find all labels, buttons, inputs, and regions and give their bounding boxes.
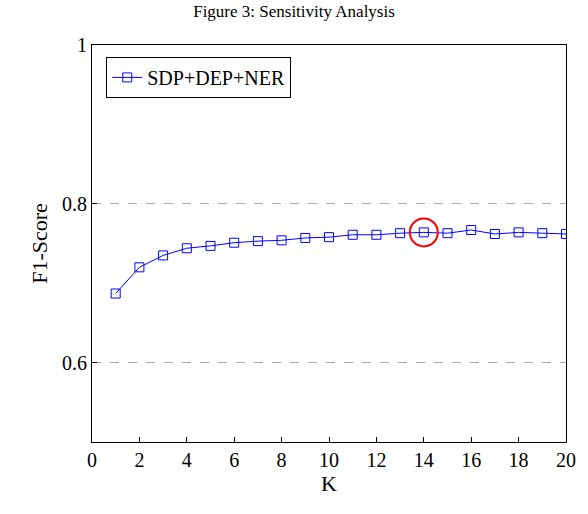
svg-text:14: 14 bbox=[414, 449, 434, 471]
svg-text:16: 16 bbox=[461, 449, 481, 471]
svg-text:0.8: 0.8 bbox=[62, 193, 87, 215]
svg-text:6: 6 bbox=[229, 449, 239, 471]
svg-text:18: 18 bbox=[509, 449, 529, 471]
svg-text:K: K bbox=[321, 471, 337, 496]
svg-text:12: 12 bbox=[366, 449, 386, 471]
svg-text:20: 20 bbox=[556, 449, 576, 471]
svg-text:4: 4 bbox=[182, 449, 192, 471]
svg-text:1: 1 bbox=[77, 34, 87, 56]
svg-text:F1-Score: F1-Score bbox=[27, 203, 52, 284]
svg-text:0.6: 0.6 bbox=[62, 352, 87, 374]
svg-text:2: 2 bbox=[134, 449, 144, 471]
svg-text:10: 10 bbox=[319, 449, 339, 471]
svg-text:SDP+DEP+NER: SDP+DEP+NER bbox=[147, 67, 285, 89]
svg-text:0: 0 bbox=[87, 449, 97, 471]
svg-text:8: 8 bbox=[277, 449, 287, 471]
svg-text:Figure 3: Sensitivity Analysis: Figure 3: Sensitivity Analysis bbox=[193, 2, 395, 21]
